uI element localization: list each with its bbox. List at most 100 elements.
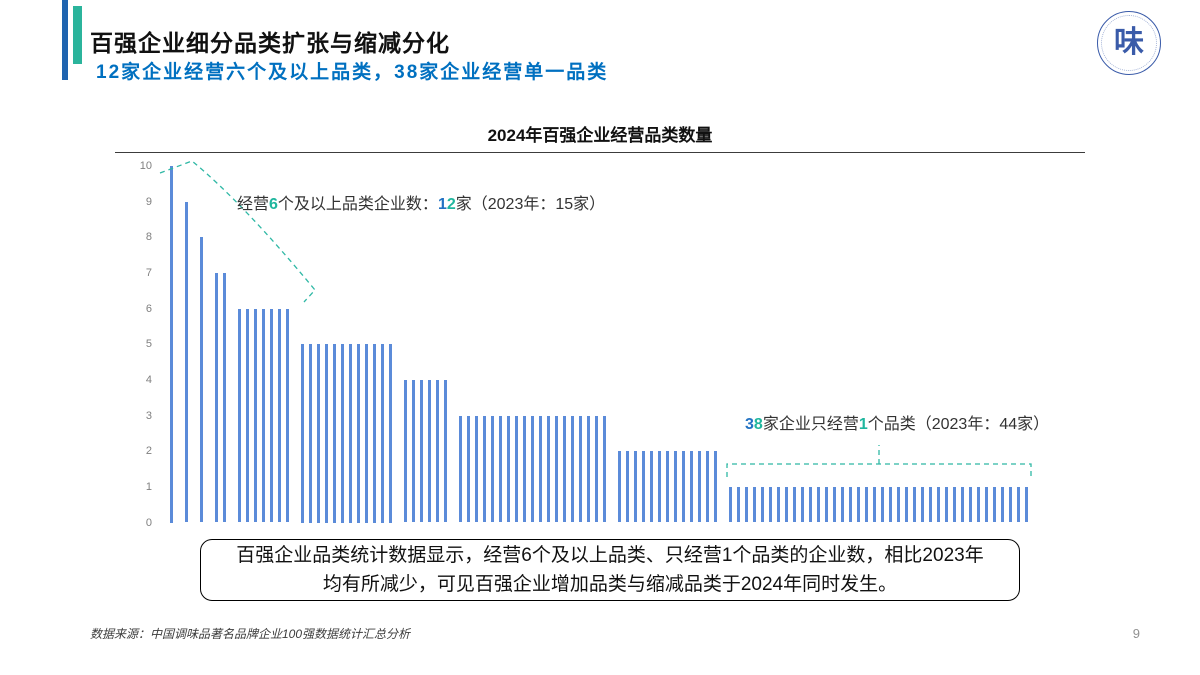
- company-bar-value-3: [499, 415, 502, 523]
- company-bar-value-6: [246, 308, 249, 523]
- company-bar-value-3: [507, 415, 510, 523]
- summary-box: 百强企业品类统计数据显示，经营6个及以上品类、只经营1个品类的企业数，相比202…: [200, 539, 1020, 601]
- company-bar-value-6: [286, 308, 289, 523]
- text-segment: 个及以上品类企业数：: [277, 196, 438, 213]
- company-bar-value-1: [961, 486, 964, 523]
- company-bar-value-10: [170, 166, 173, 523]
- company-bar-value-1: [777, 486, 780, 523]
- company-bar-value-5: [389, 344, 392, 523]
- company-bar-value-1: [817, 486, 820, 523]
- company-bar-value-5: [301, 344, 304, 523]
- company-bar-value-2: [626, 451, 629, 523]
- text-segment: 个品类（2023年：44家）: [867, 416, 1050, 433]
- company-bar-value-3: [587, 415, 590, 523]
- company-bar-value-5: [381, 344, 384, 523]
- company-bar-value-1: [969, 486, 972, 523]
- company-bar-value-1: [753, 486, 756, 523]
- dashed-brace-top-group: [159, 160, 316, 303]
- text-segment: 经营: [237, 196, 270, 213]
- company-bar-value-1: [1025, 486, 1028, 523]
- text-segment: 2: [446, 196, 456, 213]
- company-bar-value-1: [785, 486, 788, 523]
- y-axis-tick-label: 9: [145, 195, 152, 208]
- company-bar-value-7: [215, 272, 218, 523]
- text-segment: 6: [269, 196, 278, 213]
- company-bar-value-2: [690, 451, 693, 523]
- association-logo: 味: [1097, 11, 1161, 75]
- company-bar-value-3: [475, 415, 478, 523]
- company-bar-value-5: [357, 344, 360, 523]
- company-bar-value-1: [793, 486, 796, 523]
- y-axis-tick-label: 10: [139, 160, 152, 172]
- company-bar-value-5: [317, 344, 320, 523]
- company-bar-value-4: [436, 379, 439, 523]
- company-bar-value-3: [467, 415, 470, 523]
- company-bar-value-1: [865, 486, 868, 523]
- annotation-single-category-companies: 38家企业只经营1个品类（2023年：44家）: [745, 410, 1049, 434]
- company-bar-value-6: [270, 308, 273, 523]
- company-bar-value-5: [349, 344, 352, 523]
- company-bar-value-1: [1017, 486, 1020, 523]
- company-bar-value-5: [325, 344, 328, 523]
- text-segment: 家企业只经营: [762, 416, 859, 433]
- company-bar-value-1: [1009, 486, 1012, 523]
- company-bar-value-4: [420, 379, 423, 523]
- company-bar-value-4: [404, 379, 407, 523]
- company-bar-value-2: [650, 451, 653, 523]
- company-bar-value-2: [618, 451, 621, 523]
- y-axis-tick-label: 2: [145, 445, 152, 458]
- chart-title-underline: [115, 152, 1085, 153]
- company-bar-value-1: [985, 486, 988, 523]
- company-bar-value-1: [977, 486, 980, 523]
- y-axis-tick-label: 5: [145, 338, 152, 351]
- company-bar-value-4: [444, 379, 447, 523]
- company-bar-value-5: [333, 344, 336, 523]
- logo-ring-text: [1101, 15, 1157, 71]
- page-subtitle: 12家企业经营六个及以上品类，38家企业经营单一品类: [96, 62, 609, 83]
- company-bar-value-5: [365, 344, 368, 523]
- company-bar-value-1: [801, 486, 804, 523]
- y-axis-tick-label: 8: [145, 231, 152, 244]
- company-bar-value-2: [634, 451, 637, 523]
- company-bar-value-5: [373, 344, 376, 523]
- y-axis-tick-label: 1: [145, 480, 152, 493]
- company-bar-value-1: [929, 486, 932, 523]
- company-bar-value-3: [603, 415, 606, 523]
- text-segment: 家（2023年：15家）: [455, 196, 606, 213]
- summary-line-1: 百强企业品类统计数据显示，经营6个及以上品类、只经营1个品类的企业数，相比202…: [236, 545, 984, 566]
- company-bar-value-3: [483, 415, 486, 523]
- company-bar-value-1: [897, 486, 900, 523]
- company-bar-value-1: [905, 486, 908, 523]
- company-bar-value-1: [921, 486, 924, 523]
- company-bar-value-6: [278, 308, 281, 523]
- company-bar-value-2: [714, 451, 717, 523]
- page-number: 9: [1132, 626, 1140, 641]
- y-axis-tick-label: 3: [145, 409, 152, 422]
- company-bar-value-3: [539, 415, 542, 523]
- company-bar-value-1: [953, 486, 956, 523]
- company-bar-value-2: [706, 451, 709, 523]
- left-accent-bar-blue: [62, 0, 68, 80]
- company-bar-value-1: [737, 486, 740, 523]
- company-bar-value-2: [698, 451, 701, 523]
- company-bar-value-3: [515, 415, 518, 523]
- company-bar-value-1: [809, 486, 812, 523]
- y-axis-tick-label: 4: [145, 373, 152, 386]
- text-segment: 8: [753, 416, 763, 433]
- company-bar-value-1: [937, 486, 940, 523]
- chart-title: 2024年百强企业经营品类数量: [487, 126, 713, 145]
- company-bar-value-1: [849, 486, 852, 523]
- company-bar-value-5: [341, 344, 344, 523]
- data-source-note: 数据来源：中国调味品著名品牌企业100强数据统计汇总分析: [90, 627, 411, 641]
- company-bar-value-1: [945, 486, 948, 523]
- company-bar-value-1: [825, 486, 828, 523]
- dashed-bracket-single-group: [726, 445, 1032, 477]
- company-bar-value-7: [223, 272, 226, 523]
- company-bar-value-3: [579, 415, 582, 523]
- company-bar-value-2: [642, 451, 645, 523]
- company-bar-value-1: [881, 486, 884, 523]
- company-bar-value-2: [674, 451, 677, 523]
- company-bar-value-1: [857, 486, 860, 523]
- company-bar-value-1: [729, 486, 732, 523]
- company-bar-value-3: [523, 415, 526, 523]
